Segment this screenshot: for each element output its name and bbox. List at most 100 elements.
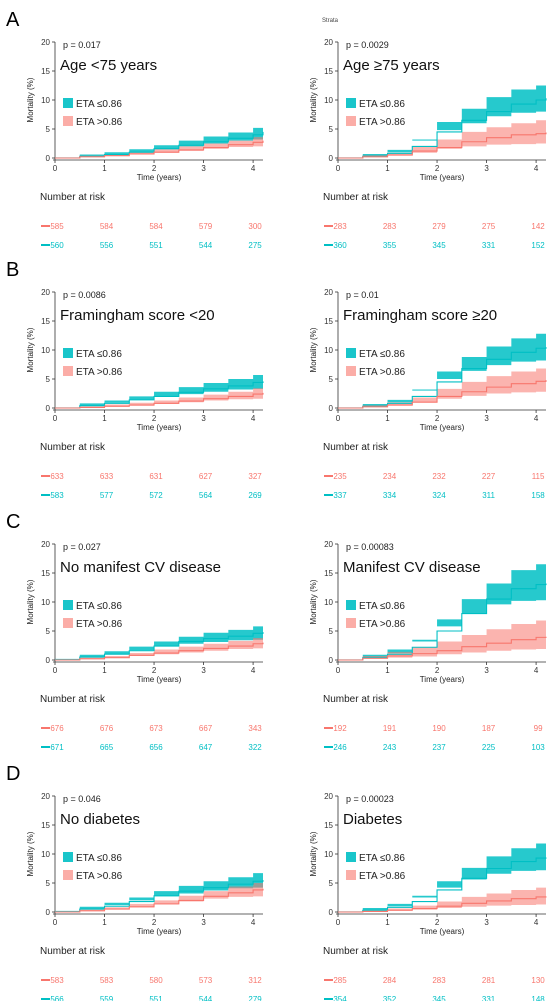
- survival-curve: [338, 132, 547, 159]
- y-tick-label: 15: [324, 67, 333, 76]
- risk-value: 130: [531, 976, 545, 985]
- legend-label: ETA >0.86: [76, 871, 123, 882]
- risk-value: 580: [149, 976, 163, 985]
- risk-table-header: Number at risk: [323, 192, 389, 203]
- x-axis-label: Time (years): [420, 675, 465, 684]
- subgroup-title: No manifest CV disease: [60, 559, 221, 576]
- risk-value: 584: [100, 222, 114, 231]
- x-tick-label: 1: [102, 918, 107, 927]
- risk-value: 311: [482, 491, 495, 500]
- x-tick-label: 0: [53, 666, 58, 675]
- panel-letter: C: [6, 511, 20, 533]
- x-tick-label: 3: [484, 666, 489, 675]
- survival-curve: [338, 380, 547, 409]
- risk-value: 227: [482, 472, 496, 481]
- risk-value: 665: [100, 743, 114, 752]
- y-tick-label: 5: [46, 879, 51, 888]
- x-tick-label: 1: [102, 164, 107, 173]
- x-tick-label: 2: [435, 918, 440, 927]
- y-tick-label: 5: [46, 375, 51, 384]
- x-tick-label: 4: [534, 164, 539, 173]
- confidence-band: [338, 367, 546, 408]
- confidence-band: [338, 331, 546, 408]
- risk-value: 225: [482, 743, 496, 752]
- x-tick-label: 4: [251, 164, 256, 173]
- legend-swatch: [346, 366, 356, 376]
- risk-value: 246: [333, 743, 347, 752]
- risk-value: 559: [100, 995, 114, 1001]
- y-tick-label: 0: [46, 404, 51, 413]
- y-tick-label: 5: [329, 125, 334, 134]
- strata-label: Strata: [322, 18, 339, 24]
- y-axis-label: Mortality (%): [309, 327, 318, 372]
- legend-label: ETA ≤0.86: [359, 99, 405, 110]
- p-value: p = 0.01: [346, 290, 379, 300]
- y-tick-label: 10: [324, 850, 333, 859]
- x-tick-label: 2: [435, 414, 440, 423]
- risk-value: 322: [248, 743, 262, 752]
- legend-swatch: [346, 852, 356, 862]
- x-tick-label: 2: [152, 918, 157, 927]
- x-axis-label: Time (years): [137, 927, 182, 936]
- p-value: p = 0.0086: [63, 290, 106, 300]
- confidence-band: [55, 134, 263, 158]
- x-axis-label: Time (years): [420, 927, 465, 936]
- legend-swatch: [346, 348, 356, 358]
- risk-value: 152: [531, 241, 545, 250]
- risk-value: 551: [149, 995, 163, 1001]
- legend-label: ETA >0.86: [359, 117, 406, 128]
- x-tick-label: 2: [152, 666, 157, 675]
- risk-value: 627: [199, 472, 213, 481]
- risk-value: 676: [100, 724, 114, 733]
- y-axis-label: Mortality (%): [309, 831, 318, 876]
- y-tick-label: 5: [329, 627, 334, 636]
- p-value: p = 0.00083: [346, 542, 394, 552]
- legend-swatch: [63, 98, 73, 108]
- risk-table-header: Number at risk: [40, 442, 106, 453]
- risk-value: 583: [50, 976, 64, 985]
- x-axis-label: Time (years): [420, 173, 465, 182]
- confidence-band: [55, 624, 263, 660]
- risk-value: 583: [100, 976, 114, 985]
- subgroup-title: Age <75 years: [60, 57, 157, 74]
- risk-value: 337: [333, 491, 347, 500]
- risk-value: 676: [50, 724, 64, 733]
- legend-label: ETA >0.86: [359, 619, 406, 630]
- risk-value: 583: [50, 491, 64, 500]
- x-tick-label: 2: [435, 164, 440, 173]
- x-tick-label: 1: [102, 666, 107, 675]
- survival-curve: [55, 381, 264, 409]
- risk-value: 633: [100, 472, 114, 481]
- risk-value: 187: [482, 724, 496, 733]
- risk-value: 190: [432, 724, 446, 733]
- survival-curve: [338, 896, 547, 913]
- x-axis-label: Time (years): [137, 675, 182, 684]
- risk-value: 354: [333, 995, 347, 1001]
- confidence-band: [338, 118, 546, 158]
- risk-value: 544: [199, 995, 213, 1001]
- risk-value: 243: [383, 743, 397, 752]
- risk-value: 334: [383, 491, 397, 500]
- legend-swatch: [346, 870, 356, 880]
- y-tick-label: 10: [41, 850, 50, 859]
- risk-value: 579: [199, 222, 213, 231]
- legend-label: ETA ≤0.86: [76, 853, 122, 864]
- risk-value: 633: [50, 472, 64, 481]
- y-tick-label: 20: [41, 288, 50, 297]
- y-tick-label: 20: [41, 792, 50, 801]
- risk-value: 564: [199, 491, 213, 500]
- y-tick-label: 20: [324, 540, 333, 549]
- confidence-band: [338, 842, 546, 912]
- risk-value: 667: [199, 724, 213, 733]
- panel-letter: D: [6, 763, 20, 785]
- x-axis-label: Time (years): [137, 173, 182, 182]
- x-tick-label: 3: [201, 164, 206, 173]
- risk-value: 237: [432, 743, 446, 752]
- risk-value: 300: [248, 222, 262, 231]
- x-tick-label: 1: [102, 414, 107, 423]
- risk-value: 631: [149, 472, 163, 481]
- y-tick-label: 10: [41, 96, 50, 105]
- risk-value: 355: [383, 241, 397, 250]
- y-tick-label: 15: [41, 67, 50, 76]
- y-tick-label: 15: [324, 821, 333, 830]
